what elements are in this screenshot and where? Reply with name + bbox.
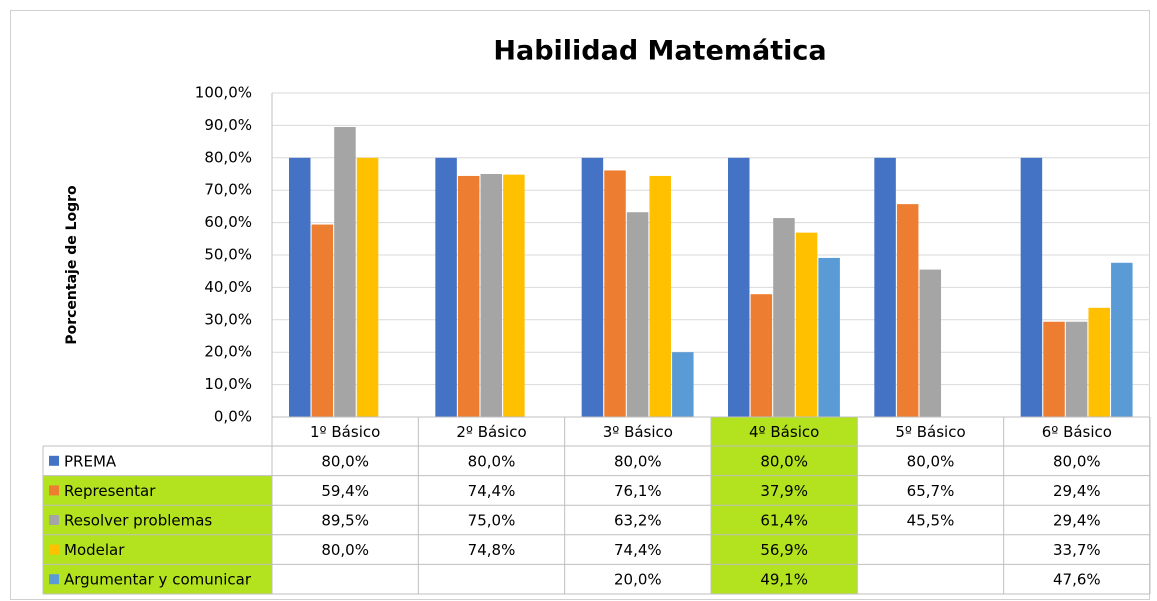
bar [435, 157, 457, 418]
legend-swatch [49, 515, 59, 525]
legend-swatch [49, 455, 59, 466]
table-value: 45,5% [907, 512, 955, 530]
table-value: 74,8% [468, 541, 516, 559]
table-value: 61,4% [760, 512, 808, 530]
bar [311, 224, 334, 417]
y-tick-label: 70,0% [204, 181, 252, 199]
table-value: 33,7% [1053, 541, 1101, 559]
y-axis-label: Porcentaje de Logro [64, 185, 80, 345]
table-value: 37,9% [760, 482, 808, 500]
legend-label: Modelar [64, 541, 125, 559]
table-value: 29,4% [1053, 482, 1101, 500]
y-tick-label: 100,0% [195, 84, 252, 102]
y-tick-label: 0,0% [214, 408, 252, 426]
table-value: 89,5% [321, 512, 369, 530]
bar [728, 157, 750, 418]
chart-border [10, 10, 1150, 600]
y-tick-label: 20,0% [204, 343, 252, 361]
y-tick-label: 50,0% [204, 246, 252, 264]
table-value: 74,4% [468, 482, 516, 500]
bar [649, 175, 671, 417]
bar [334, 127, 356, 418]
legend-swatch [49, 574, 59, 585]
table-value: 74,4% [614, 541, 662, 559]
legend-label: Resolver problemas [64, 512, 212, 530]
table-value: 20,0% [614, 571, 662, 589]
y-tick-label: 40,0% [204, 278, 252, 296]
bar [1065, 321, 1088, 417]
bar [480, 174, 503, 417]
bar [503, 174, 525, 417]
bar [1020, 157, 1043, 418]
bar [818, 257, 840, 417]
bar [626, 212, 649, 417]
bar [919, 269, 942, 417]
bar [750, 294, 773, 417]
y-tick-label: 30,0% [204, 310, 252, 328]
bar [896, 204, 919, 417]
legend-label: Argumentar y comunicar [64, 571, 252, 589]
x-tick-label: 5º Básico [895, 423, 965, 441]
highlight-legend-cell [43, 475, 272, 506]
chart-title: Habilidad Matemática [493, 36, 826, 67]
bar [773, 218, 795, 417]
legend-label: PREMA [64, 452, 117, 470]
x-tick-label: 1º Básico [310, 423, 380, 441]
y-tick-label: 60,0% [204, 213, 252, 231]
table-value: 47,6% [1053, 571, 1101, 589]
table-value: 80,0% [907, 452, 955, 470]
bar [356, 157, 379, 418]
bar [795, 232, 818, 417]
bar [1111, 262, 1133, 417]
table-value: 80,0% [321, 452, 369, 470]
y-tick-label: 10,0% [204, 375, 252, 393]
table-value: 76,1% [614, 482, 662, 500]
x-tick-label: 3º Básico [603, 423, 673, 441]
table-value: 80,0% [1053, 452, 1101, 470]
table-value: 63,2% [614, 512, 662, 530]
bar [874, 157, 896, 418]
highlight-legend-cell [43, 564, 272, 594]
table-value: 49,1% [760, 571, 808, 589]
table-value: 80,0% [760, 452, 808, 470]
table-value: 59,4% [321, 482, 369, 500]
legend-swatch [49, 485, 59, 496]
highlight-legend-cell [43, 505, 272, 535]
bar [289, 157, 311, 418]
table-value: 75,0% [468, 512, 516, 530]
legend-label: Representar [64, 482, 156, 500]
x-tick-label: 2º Básico [456, 423, 526, 441]
x-tick-label: 6º Básico [1042, 423, 1112, 441]
y-tick-label: 80,0% [204, 148, 252, 166]
table-value: 80,0% [321, 541, 369, 559]
highlight-legend-cell [43, 534, 272, 565]
table-value: 29,4% [1053, 512, 1101, 530]
x-tick-label: 4º Básico [749, 423, 819, 441]
table-value: 56,9% [760, 541, 808, 559]
bar [1088, 307, 1110, 417]
table-value: 80,0% [468, 452, 516, 470]
bar [672, 352, 694, 417]
bar [604, 170, 626, 417]
y-tick-label: 90,0% [204, 116, 252, 134]
bar [581, 157, 604, 418]
bar [457, 175, 480, 417]
bar [1043, 321, 1065, 417]
table-value: 80,0% [614, 452, 662, 470]
legend-swatch [49, 544, 59, 555]
table-value: 65,7% [907, 482, 955, 500]
